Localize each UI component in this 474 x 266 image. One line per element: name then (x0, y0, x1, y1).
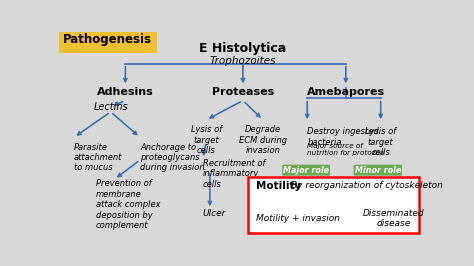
Text: Destroy ingested
bacteria: Destroy ingested bacteria (307, 127, 379, 147)
Text: Ulcer: Ulcer (202, 209, 226, 218)
Text: Recruitment of
inflammatory
cells: Recruitment of inflammatory cells (202, 159, 265, 189)
FancyBboxPatch shape (59, 32, 156, 53)
Text: Anchorage to
proteoglycans
during invasion: Anchorage to proteoglycans during invasi… (140, 143, 205, 172)
Text: Major role: Major role (283, 166, 329, 175)
Text: By reorganization of cytoskeleton: By reorganization of cytoskeleton (291, 181, 443, 190)
Text: Degrade
ECM during
invasion: Degrade ECM during invasion (239, 125, 287, 155)
Text: E Histolytica: E Histolytica (199, 42, 287, 55)
Text: Major source of
nutrition for protozoa: Major source of nutrition for protozoa (307, 143, 384, 156)
FancyBboxPatch shape (248, 177, 419, 233)
Text: Amebapores: Amebapores (307, 87, 385, 97)
Text: Motility + invasion: Motility + invasion (256, 214, 340, 223)
Text: Adhesins: Adhesins (97, 87, 154, 97)
Text: Trophozoites: Trophozoites (210, 56, 276, 66)
Text: Prevention of
membrane
attack complex
deposition by
complement: Prevention of membrane attack complex de… (96, 179, 161, 230)
Text: Proteases: Proteases (212, 87, 274, 97)
Text: Minor role: Minor role (355, 166, 401, 175)
Text: Disseminated
disease: Disseminated disease (363, 209, 424, 228)
Text: Pathogenesis: Pathogenesis (63, 33, 152, 45)
Text: Lysis of
target
cells: Lysis of target cells (191, 125, 222, 155)
Text: Motility: Motility (256, 181, 301, 190)
Text: Lysis of
target
cells: Lysis of target cells (365, 127, 396, 157)
Text: Lectins: Lectins (93, 102, 128, 112)
Text: Parasite
attachment
to mucus: Parasite attachment to mucus (74, 143, 122, 172)
